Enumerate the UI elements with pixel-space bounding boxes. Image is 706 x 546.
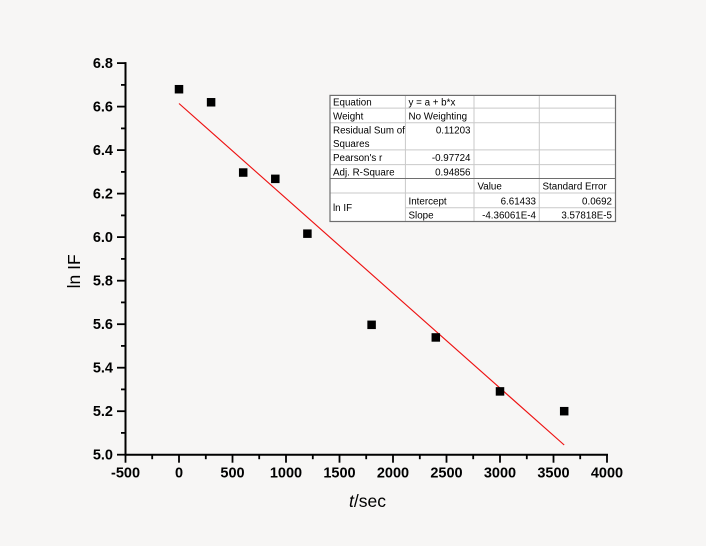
svg-text:Slope: Slope xyxy=(409,211,435,222)
svg-text:No Weighting: No Weighting xyxy=(409,111,468,122)
svg-text:Standard Error: Standard Error xyxy=(543,182,608,193)
svg-text:Equation: Equation xyxy=(333,98,372,109)
svg-text:5.6: 5.6 xyxy=(93,317,113,333)
svg-text:t/sec: t/sec xyxy=(349,491,386,511)
svg-text:3.57818E-5: 3.57818E-5 xyxy=(561,211,612,222)
svg-text:-4.36061E-4: -4.36061E-4 xyxy=(482,211,536,222)
svg-text:500: 500 xyxy=(220,466,244,482)
svg-text:5.2: 5.2 xyxy=(93,404,113,420)
svg-text:2000: 2000 xyxy=(377,466,409,482)
svg-text:ln IF: ln IF xyxy=(333,203,352,214)
svg-text:Value: Value xyxy=(478,182,503,193)
svg-text:0.11203: 0.11203 xyxy=(436,126,471,137)
svg-text:-500: -500 xyxy=(111,466,140,482)
svg-text:0.0692: 0.0692 xyxy=(582,196,612,207)
svg-text:Intercept: Intercept xyxy=(409,196,447,207)
svg-text:3500: 3500 xyxy=(537,466,569,482)
svg-text:y = a + b*x: y = a + b*x xyxy=(409,98,456,109)
svg-text:5.8: 5.8 xyxy=(93,274,113,290)
svg-text:Adj. R-Square: Adj. R-Square xyxy=(333,168,395,179)
svg-text:0.94856: 0.94856 xyxy=(435,168,471,179)
svg-text:1000: 1000 xyxy=(270,466,302,482)
svg-text:6.8: 6.8 xyxy=(93,56,113,72)
svg-text:5.4: 5.4 xyxy=(93,361,113,377)
svg-text:6.2: 6.2 xyxy=(93,187,113,203)
svg-text:Weight: Weight xyxy=(333,111,364,122)
svg-text:6.6: 6.6 xyxy=(93,100,113,116)
svg-text:3000: 3000 xyxy=(484,466,516,482)
svg-text:1500: 1500 xyxy=(323,466,355,482)
svg-text:4000: 4000 xyxy=(591,466,623,482)
svg-text:6.0: 6.0 xyxy=(93,230,113,246)
svg-text:Pearson's r: Pearson's r xyxy=(333,153,383,164)
svg-text:0: 0 xyxy=(175,466,183,482)
svg-text:2500: 2500 xyxy=(430,466,462,482)
svg-text:6.61433: 6.61433 xyxy=(501,196,537,207)
svg-text:ln IF: ln IF xyxy=(64,254,84,288)
svg-text:5.0: 5.0 xyxy=(93,448,113,464)
svg-text:6.4: 6.4 xyxy=(93,143,113,159)
svg-text:Residual Sum of: Residual Sum of xyxy=(333,126,405,137)
svg-text:Squares: Squares xyxy=(333,139,370,150)
svg-text:-0.97724: -0.97724 xyxy=(432,153,471,164)
